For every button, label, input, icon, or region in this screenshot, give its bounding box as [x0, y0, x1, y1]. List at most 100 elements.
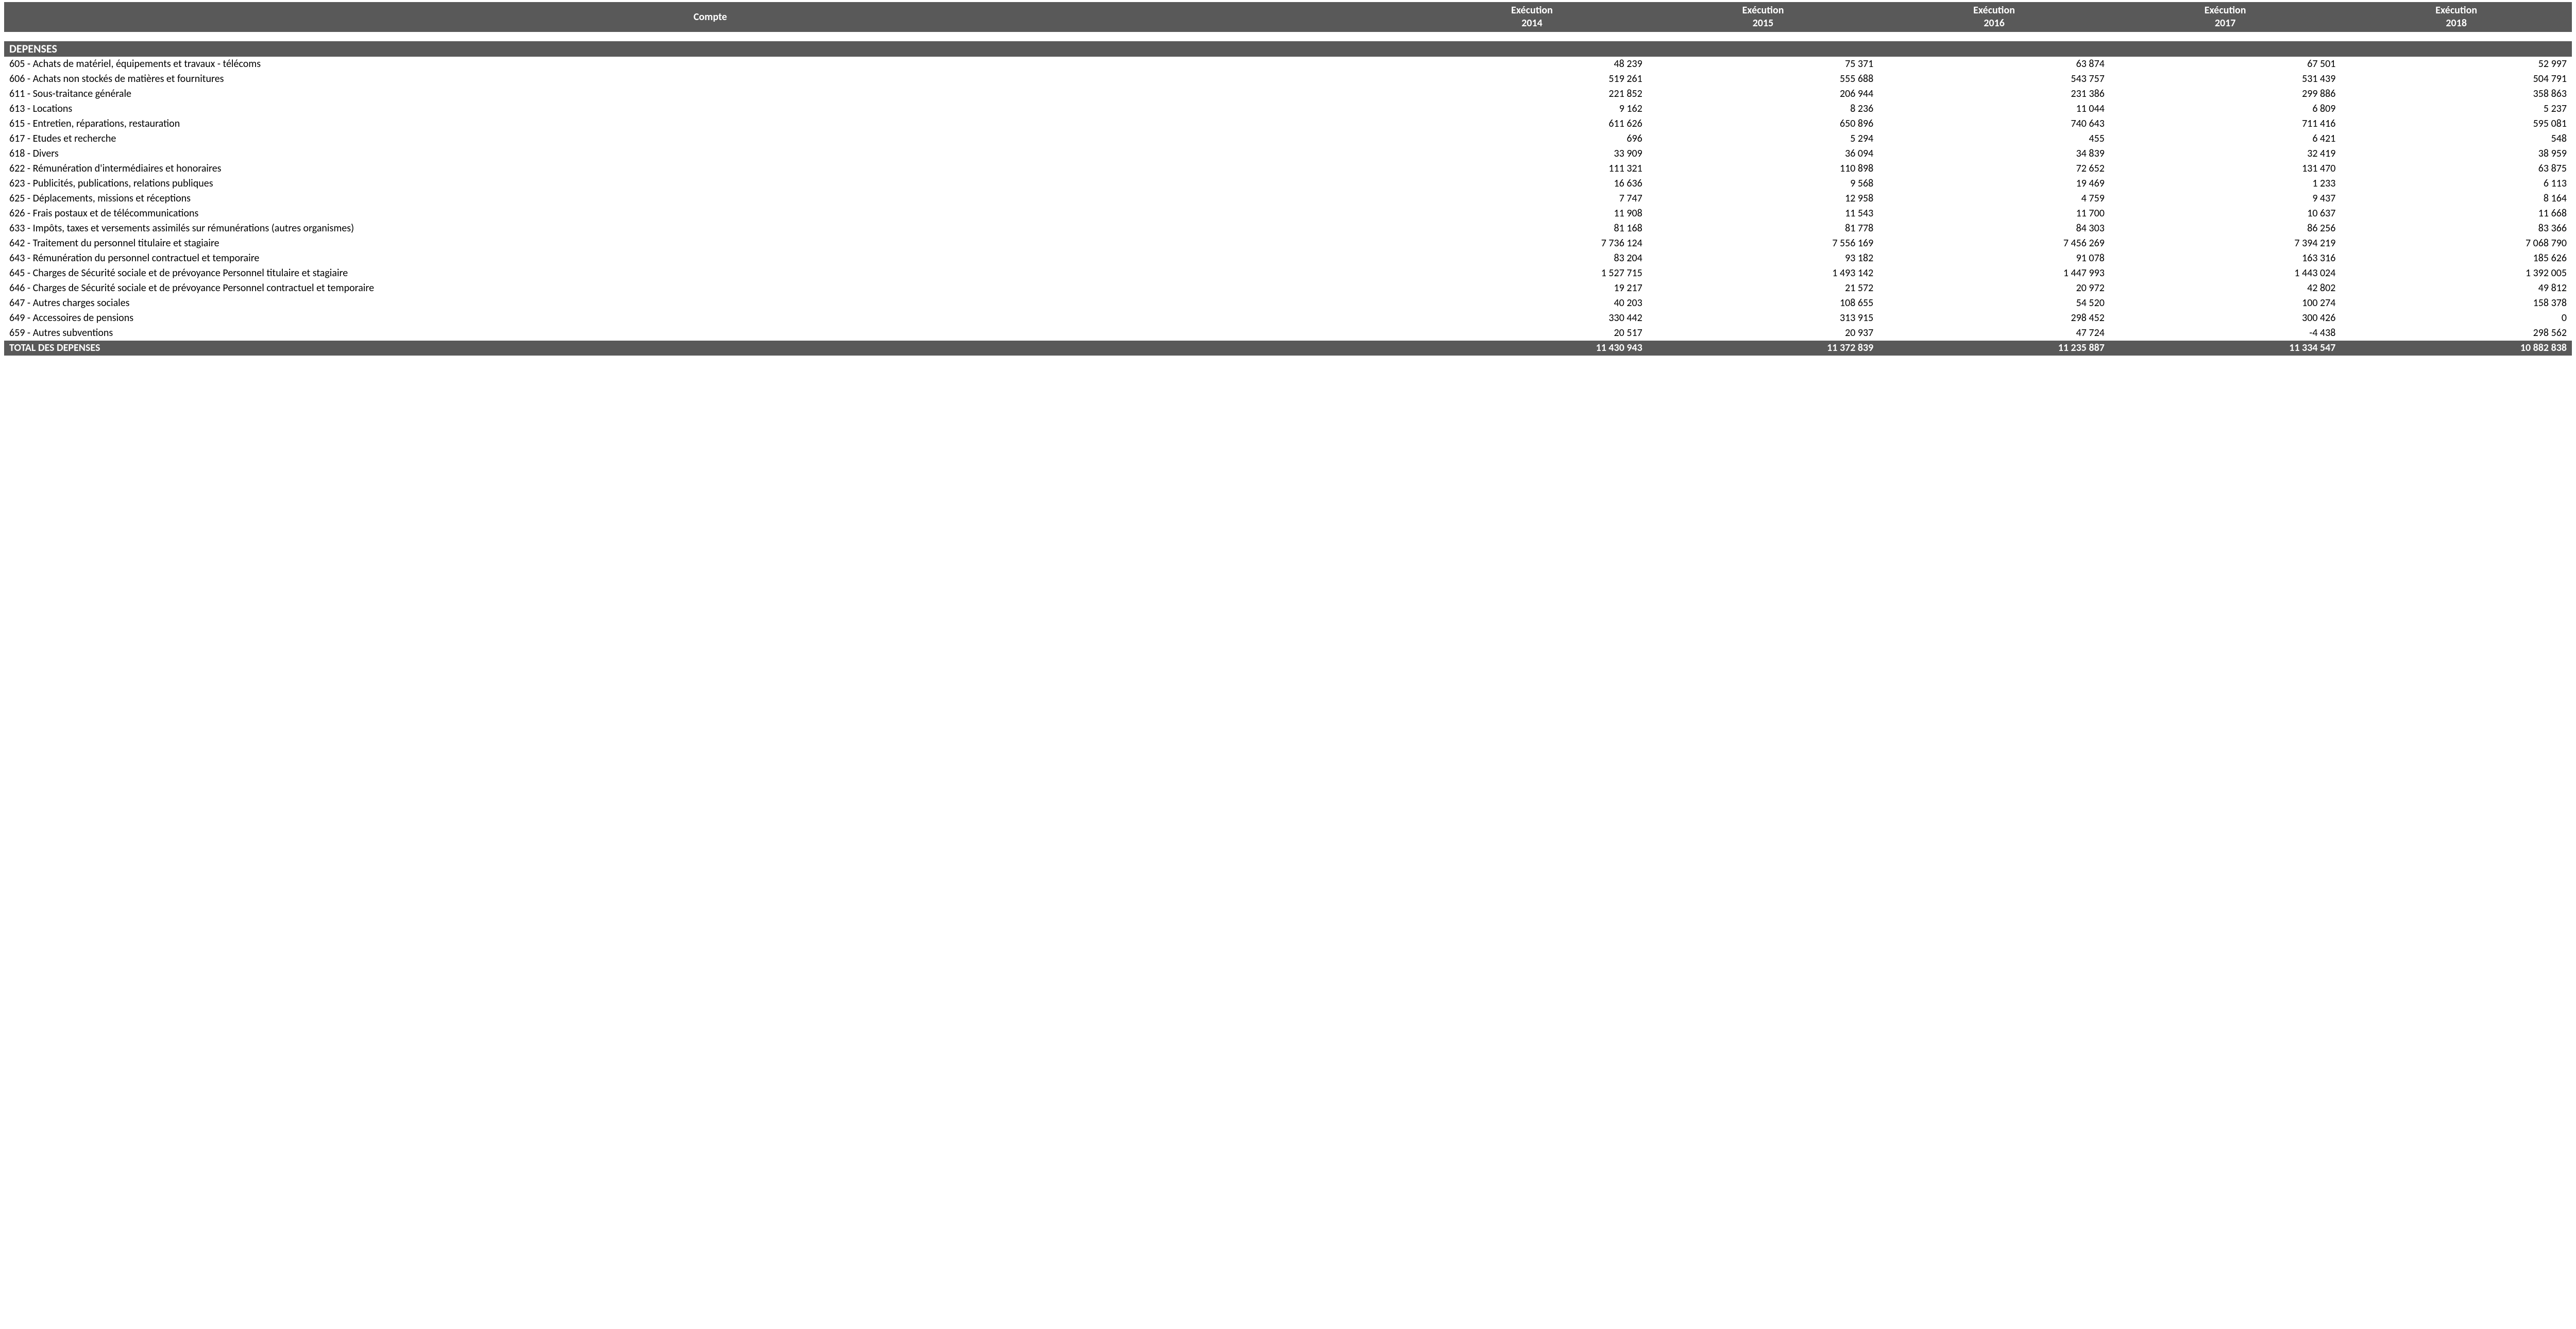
- row-value: 1 392 005: [2341, 266, 2572, 281]
- row-label: 646 - Charges de Sécurité sociale et de …: [4, 281, 1416, 296]
- row-value: 7 736 124: [1416, 236, 1648, 251]
- row-value: 6 113: [2341, 176, 2572, 191]
- total-value: 10 882 838: [2341, 341, 2572, 356]
- row-value: 19 469: [1878, 176, 2110, 191]
- header-year-value: 2015: [1753, 17, 1774, 29]
- row-value: 9 162: [1416, 102, 1648, 116]
- row-value: 52 997: [2341, 57, 2572, 72]
- row-value: 1 493 142: [1648, 266, 1879, 281]
- row-value: 72 652: [1878, 161, 2110, 176]
- row-value: -4 438: [2110, 326, 2341, 341]
- row-value: 33 909: [1416, 146, 1648, 161]
- row-label: 626 - Frais postaux et de télécommunicat…: [4, 206, 1416, 221]
- row-label: 605 - Achats de matériel, équipements et…: [4, 57, 1416, 72]
- spacer-cell: [4, 32, 2572, 41]
- table-row: 633 - Impôts, taxes et versements assimi…: [4, 221, 2572, 236]
- row-label: 618 - Divers: [4, 146, 1416, 161]
- total-row: TOTAL DES DEPENSES11 430 94311 372 83911…: [4, 341, 2572, 356]
- header-year-prefix: Exécution: [2435, 4, 2477, 16]
- table-row: 613 - Locations9 1628 23611 0446 8095 23…: [4, 102, 2572, 116]
- table-row: 622 - Rémunération d'intermédiaires et h…: [4, 161, 2572, 176]
- row-value: 40 203: [1416, 296, 1648, 311]
- table-row: 645 - Charges de Sécurité sociale et de …: [4, 266, 2572, 281]
- row-value: 83 204: [1416, 251, 1648, 266]
- header-year-2016: Exécution 2016: [1878, 2, 2110, 32]
- row-value: 5 237: [2341, 102, 2572, 116]
- row-value: 504 791: [2341, 72, 2572, 87]
- row-value: 81 778: [1648, 221, 1879, 236]
- header-year-prefix: Exécution: [1973, 4, 2015, 16]
- row-value: 48 239: [1416, 57, 1648, 72]
- row-value: 548: [2341, 131, 2572, 146]
- table-row: 647 - Autres charges sociales40 203108 6…: [4, 296, 2572, 311]
- row-label: 611 - Sous-traitance générale: [4, 87, 1416, 102]
- row-value: 7 747: [1416, 191, 1648, 206]
- total-value: 11 235 887: [1878, 341, 2110, 356]
- row-label: 659 - Autres subventions: [4, 326, 1416, 341]
- total-value: 11 372 839: [1648, 341, 1879, 356]
- row-label: 606 - Achats non stockés de matières et …: [4, 72, 1416, 87]
- table-row: 618 - Divers33 90936 09434 83932 41938 9…: [4, 146, 2572, 161]
- row-value: 6 421: [2110, 131, 2341, 146]
- row-value: 1 233: [2110, 176, 2341, 191]
- row-label: 615 - Entretien, réparations, restaurati…: [4, 116, 1416, 131]
- row-value: 131 470: [2110, 161, 2341, 176]
- header-year-value: 2014: [1521, 17, 1543, 29]
- table-header: Compte Exécution 2014 Exécution 2015 Exé…: [4, 2, 2572, 32]
- total-label: TOTAL DES DEPENSES: [4, 341, 1416, 356]
- row-value: 696: [1416, 131, 1648, 146]
- row-value: 100 274: [2110, 296, 2341, 311]
- row-value: 158 378: [2341, 296, 2572, 311]
- row-value: 8 164: [2341, 191, 2572, 206]
- row-value: 6 809: [2110, 102, 2341, 116]
- table-row: 659 - Autres subventions20 51720 93747 7…: [4, 326, 2572, 341]
- row-value: 21 572: [1648, 281, 1879, 296]
- row-value: 84 303: [1878, 221, 2110, 236]
- row-label: 622 - Rémunération d'intermédiaires et h…: [4, 161, 1416, 176]
- row-value: 0: [2341, 311, 2572, 326]
- row-value: 63 875: [2341, 161, 2572, 176]
- row-value: 531 439: [2110, 72, 2341, 87]
- row-value: 10 637: [2110, 206, 2341, 221]
- row-value: 221 852: [1416, 87, 1648, 102]
- row-value: 7 394 219: [2110, 236, 2341, 251]
- row-value: 20 517: [1416, 326, 1648, 341]
- header-year-prefix: Exécution: [1511, 4, 1553, 16]
- row-value: 34 839: [1878, 146, 2110, 161]
- budget-table-container: Compte Exécution 2014 Exécution 2015 Exé…: [0, 0, 2576, 362]
- table-row: 646 - Charges de Sécurité sociale et de …: [4, 281, 2572, 296]
- row-value: 32 419: [2110, 146, 2341, 161]
- budget-table: Compte Exécution 2014 Exécution 2015 Exé…: [4, 2, 2572, 356]
- row-value: 555 688: [1648, 72, 1879, 87]
- row-value: 54 520: [1878, 296, 2110, 311]
- row-value: 298 562: [2341, 326, 2572, 341]
- row-value: 47 724: [1878, 326, 2110, 341]
- row-value: 111 321: [1416, 161, 1648, 176]
- section-title: DEPENSES: [4, 41, 2572, 57]
- table-row: 626 - Frais postaux et de télécommunicat…: [4, 206, 2572, 221]
- row-value: 11 908: [1416, 206, 1648, 221]
- row-value: 108 655: [1648, 296, 1879, 311]
- row-value: 16 636: [1416, 176, 1648, 191]
- row-label: 645 - Charges de Sécurité sociale et de …: [4, 266, 1416, 281]
- row-label: 649 - Accessoires de pensions: [4, 311, 1416, 326]
- row-value: 358 863: [2341, 87, 2572, 102]
- row-value: 1 443 024: [2110, 266, 2341, 281]
- row-value: 455: [1878, 131, 2110, 146]
- row-value: 300 426: [2110, 311, 2341, 326]
- row-label: 617 - Etudes et recherche: [4, 131, 1416, 146]
- row-value: 711 416: [2110, 116, 2341, 131]
- row-value: 11 044: [1878, 102, 2110, 116]
- row-value: 91 078: [1878, 251, 2110, 266]
- table-row: 605 - Achats de matériel, équipements et…: [4, 57, 2572, 72]
- table-row: 625 - Déplacements, missions et réceptio…: [4, 191, 2572, 206]
- header-year-prefix: Exécution: [2205, 4, 2246, 16]
- row-value: 185 626: [2341, 251, 2572, 266]
- row-value: 20 972: [1878, 281, 2110, 296]
- row-label: 643 - Rémunération du personnel contract…: [4, 251, 1416, 266]
- row-value: 595 081: [2341, 116, 2572, 131]
- row-value: 20 937: [1648, 326, 1879, 341]
- header-compte: Compte: [4, 2, 1416, 32]
- row-value: 1 527 715: [1416, 266, 1648, 281]
- row-label: 642 - Traitement du personnel titulaire …: [4, 236, 1416, 251]
